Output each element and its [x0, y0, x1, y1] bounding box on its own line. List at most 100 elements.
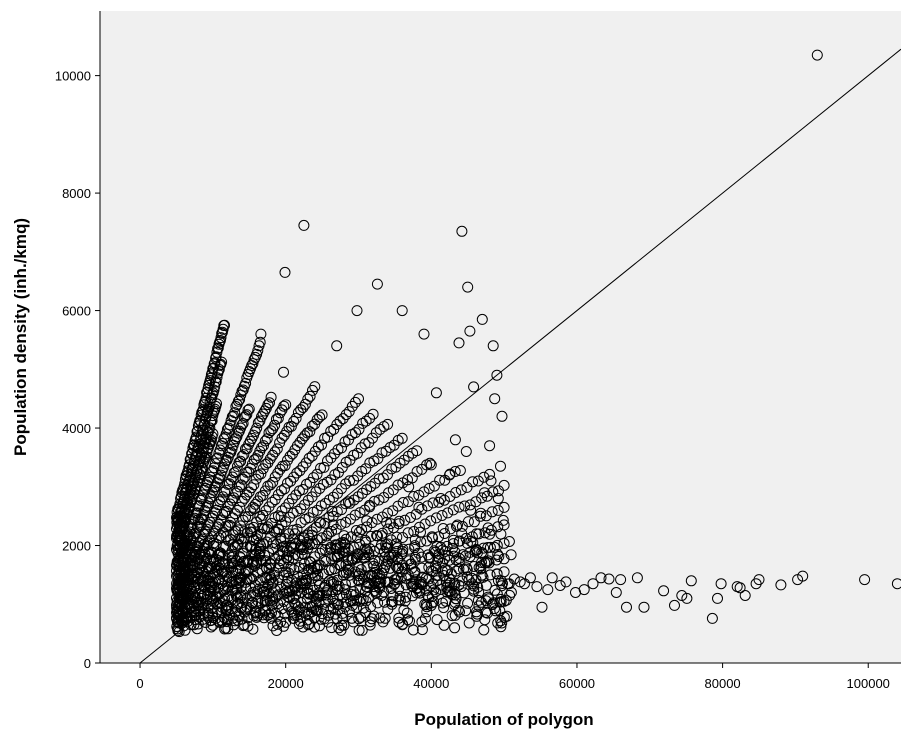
data-point — [175, 566, 187, 578]
data-point — [333, 559, 345, 570]
data-point — [475, 507, 487, 519]
data-point — [295, 517, 307, 529]
data-point — [331, 419, 343, 430]
data-point — [261, 523, 273, 535]
data-point — [498, 479, 510, 491]
data-point — [174, 580, 186, 592]
data-point — [200, 451, 212, 463]
data-point — [495, 621, 507, 633]
data-point — [435, 493, 447, 504]
data-point — [461, 481, 473, 493]
data-point — [405, 512, 416, 523]
data-point — [473, 562, 485, 573]
data-point — [453, 552, 465, 564]
data-point — [271, 443, 283, 455]
data-point — [273, 550, 285, 561]
data-point — [350, 552, 362, 564]
data-point — [219, 486, 231, 498]
data-point — [353, 423, 365, 435]
data-point — [195, 575, 206, 587]
data-point — [463, 617, 475, 629]
data-point — [472, 475, 484, 487]
data-point — [267, 476, 279, 488]
data-point — [681, 592, 693, 604]
data-point — [364, 543, 376, 555]
data-point — [218, 433, 230, 445]
data-point — [464, 325, 476, 337]
data-point — [396, 432, 408, 444]
data-point — [188, 488, 200, 499]
data-point — [337, 591, 349, 603]
data-point — [296, 577, 308, 589]
data-point — [318, 461, 330, 473]
data-point — [267, 537, 279, 549]
data-point — [263, 427, 275, 439]
data-point — [221, 616, 233, 628]
fit-line-group — [139, 48, 901, 664]
data-point — [447, 538, 459, 550]
data-point — [215, 469, 227, 481]
data-point — [353, 613, 365, 625]
data-point — [302, 494, 314, 506]
data-point — [212, 343, 224, 355]
data-point — [360, 581, 372, 593]
data-point — [249, 498, 261, 510]
data-point — [374, 423, 386, 435]
data-point — [421, 606, 433, 618]
data-point — [621, 601, 632, 613]
data-point — [242, 511, 254, 523]
data-point — [430, 512, 442, 524]
data-point — [498, 611, 510, 623]
data-point — [308, 472, 319, 484]
data-point — [322, 593, 334, 605]
data-point — [325, 452, 337, 464]
data-point — [464, 499, 476, 511]
data-point — [471, 528, 482, 540]
data-point — [211, 372, 223, 384]
data-point — [402, 474, 413, 486]
data-point — [288, 416, 300, 427]
data-point — [295, 539, 307, 551]
data-point — [339, 584, 351, 596]
data-point — [306, 606, 317, 618]
data-point — [278, 366, 289, 378]
data-point — [434, 474, 446, 486]
data-point — [416, 551, 428, 563]
data-point — [364, 412, 376, 424]
data-point — [305, 601, 317, 613]
data-point — [487, 598, 498, 610]
data-point — [287, 607, 299, 619]
data-point — [244, 435, 256, 447]
data-points-group — [171, 49, 901, 638]
data-point — [214, 547, 226, 559]
data-point — [445, 586, 457, 598]
data-point — [385, 518, 397, 530]
data-point — [220, 604, 232, 616]
data-point — [297, 578, 309, 590]
data-point — [492, 549, 504, 560]
data-point — [503, 536, 515, 547]
data-point — [454, 465, 466, 476]
data-point — [466, 572, 478, 584]
data-point — [424, 552, 436, 564]
data-point — [457, 549, 469, 561]
data-point — [172, 606, 183, 617]
data-point — [495, 460, 506, 472]
data-point — [284, 511, 295, 523]
data-point — [352, 491, 364, 503]
data-point — [337, 612, 349, 624]
data-point — [213, 364, 225, 375]
data-point — [254, 545, 266, 557]
data-point — [290, 489, 302, 501]
data-point — [332, 583, 344, 595]
data-point — [397, 497, 409, 508]
data-point — [452, 519, 463, 531]
data-point — [712, 592, 723, 604]
data-point — [524, 572, 536, 584]
data-point — [234, 501, 246, 513]
data-point — [363, 578, 375, 590]
data-point — [377, 472, 389, 484]
data-point — [423, 483, 435, 494]
data-point — [480, 595, 492, 607]
data-point — [315, 517, 327, 529]
